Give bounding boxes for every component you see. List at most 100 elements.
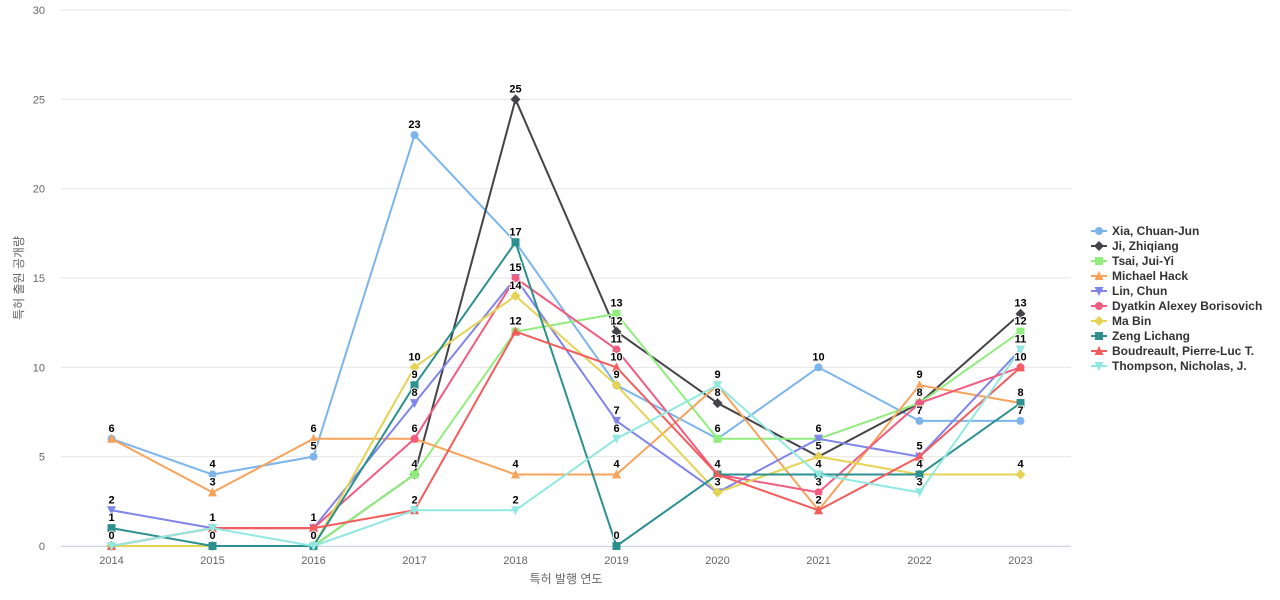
y-tick-label: 10 [33,362,45,374]
data-point[interactable] [107,506,116,516]
data-point[interactable] [107,433,116,443]
data-label: 3 [815,476,821,488]
data-point[interactable] [612,469,621,479]
data-label: 5 [916,441,922,453]
data-point[interactable] [1015,469,1026,480]
grid-lines [61,9,1071,547]
data-point[interactable] [1016,345,1025,355]
data-point[interactable] [409,362,420,373]
data-point[interactable] [511,506,520,516]
data-point[interactable] [410,470,419,479]
legend-item[interactable]: Boudreault, Pierre-Luc T. [1091,344,1254,358]
data-point[interactable] [510,94,521,105]
data-point[interactable] [915,399,924,408]
data-point[interactable] [713,469,722,479]
legend-item[interactable]: Tsai, Jui-Yi [1091,254,1174,268]
data-point[interactable] [309,523,318,533]
data-point[interactable] [410,131,419,140]
data-point[interactable] [1015,308,1026,319]
data-label: 0 [209,530,215,542]
data-point[interactable] [107,524,116,533]
data-point[interactable] [612,542,621,550]
data-point[interactable] [813,451,824,462]
data-point[interactable] [511,469,520,479]
data-point[interactable] [814,505,823,515]
legend-item[interactable]: Thompson, Nicholas, J. [1091,359,1247,373]
data-label: 2 [411,494,417,506]
data-point[interactable] [309,542,318,551]
legend-item[interactable]: Zeng Lichang [1091,329,1190,343]
data-point[interactable] [208,487,217,497]
series-line[interactable] [111,277,1021,547]
series-line[interactable] [111,134,1021,476]
data-point[interactable] [510,290,521,301]
legend-marker[interactable] [1094,316,1104,326]
x-tick-label: 2017 [402,555,426,567]
data-point[interactable] [611,380,622,391]
legend-marker[interactable] [1094,346,1104,355]
data-point[interactable] [1016,416,1025,425]
data-point[interactable] [814,363,823,372]
series-line[interactable] [111,241,1022,547]
data-point[interactable] [208,470,217,479]
legend-item[interactable]: Dyatkin Alexey Borisovich [1091,299,1262,313]
data-point[interactable] [814,488,823,497]
data-label: 4 [815,459,822,471]
legend-item[interactable]: Lin, Chun [1091,284,1167,298]
legend-label: Thompson, Nicholas, J. [1112,359,1247,373]
legend-item[interactable]: Michael Hack [1091,269,1188,283]
legend-item[interactable]: Ji, Zhiqiang [1091,239,1179,253]
data-point[interactable] [814,470,823,480]
legend-marker[interactable] [1094,271,1104,280]
data-label: 4 [714,459,721,471]
data-point[interactable] [712,487,723,498]
data-point[interactable] [410,399,419,409]
data-label: 8 [714,387,720,399]
data-point[interactable] [208,524,217,534]
data-point[interactable] [107,542,116,551]
data-point[interactable] [410,434,419,443]
data-label: 2 [815,494,821,506]
data-label: 5 [310,441,316,453]
data-point[interactable] [915,416,924,425]
data-point[interactable] [612,345,621,354]
legend-marker[interactable] [1094,287,1104,296]
data-point[interactable] [612,434,621,444]
data-point[interactable] [713,434,722,443]
data-point[interactable] [814,434,823,444]
series-line[interactable] [111,348,1022,547]
data-point[interactable] [1016,362,1025,372]
data-point[interactable] [712,398,723,409]
data-point[interactable] [309,452,318,461]
data-point[interactable] [208,542,217,550]
legend-item[interactable]: Ma Bin [1091,314,1151,328]
legend-marker[interactable] [1095,302,1103,310]
legend-marker[interactable] [1094,362,1104,371]
series-line[interactable] [111,384,1021,512]
data-point[interactable] [511,274,520,282]
legend-marker[interactable] [1094,241,1104,251]
data-label: 10 [812,351,824,363]
data-point[interactable] [410,381,419,390]
data-point[interactable] [612,309,621,318]
data-point[interactable] [511,238,520,247]
data-point[interactable] [915,380,924,390]
legend-marker[interactable] [1095,257,1103,265]
legend-marker[interactable] [1095,227,1103,235]
data-point[interactable] [410,506,419,516]
data-point[interactable] [713,381,722,391]
y-tick-label: 0 [39,541,45,553]
legend-marker[interactable] [1095,332,1103,340]
series-line[interactable] [111,330,1022,547]
data-point[interactable] [1016,399,1025,408]
data-point[interactable] [1016,327,1025,336]
data-point[interactable] [309,433,318,443]
data-point[interactable] [612,416,621,426]
data-point[interactable] [612,362,621,372]
data-point[interactable] [611,326,622,337]
data-point[interactable] [915,451,924,461]
legend-item[interactable]: Xia, Chuan-Jun [1091,224,1199,238]
data-point[interactable] [511,326,520,336]
data-point[interactable] [915,470,924,479]
data-point[interactable] [915,488,924,498]
